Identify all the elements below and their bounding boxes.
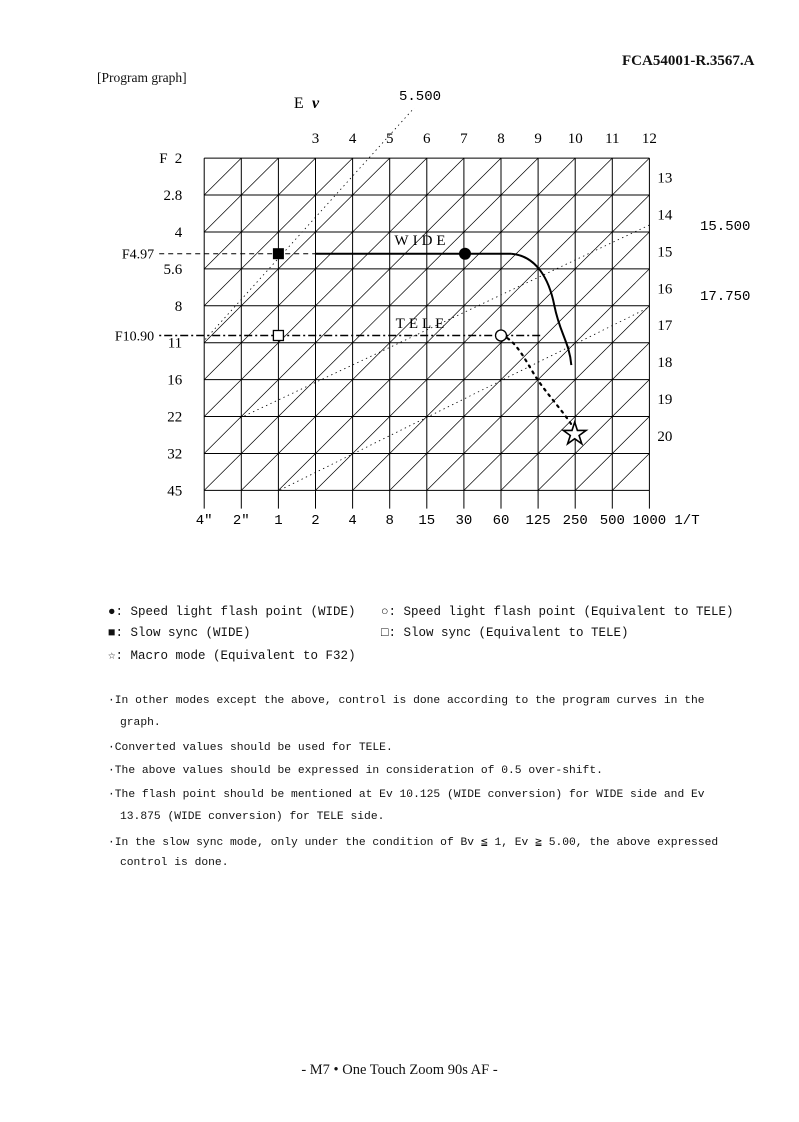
svg-text:TELE: TELE [396, 316, 449, 332]
svg-text:4: 4 [348, 513, 356, 529]
svg-text:7: 7 [460, 131, 468, 147]
svg-text:22: 22 [167, 410, 182, 426]
svg-text:11: 11 [168, 336, 182, 352]
svg-text:15: 15 [657, 244, 672, 260]
svg-text:2.8: 2.8 [163, 188, 182, 204]
svg-text:45: 45 [167, 483, 182, 499]
svg-text:5: 5 [386, 131, 394, 147]
svg-text:10: 10 [568, 131, 583, 147]
svg-text:15: 15 [418, 513, 435, 529]
svg-text:F4.97: F4.97 [122, 248, 154, 263]
svg-text:17: 17 [657, 318, 673, 334]
svg-text:15.500: 15.500 [700, 219, 750, 235]
svg-text:8: 8 [497, 131, 505, 147]
svg-text:5.6: 5.6 [163, 262, 182, 278]
svg-text:6: 6 [423, 131, 431, 147]
svg-text:1: 1 [274, 513, 282, 529]
svg-text:500: 500 [600, 513, 625, 529]
svg-text:60: 60 [493, 513, 510, 529]
svg-text:16: 16 [657, 281, 673, 297]
svg-text:18: 18 [657, 355, 672, 371]
svg-text:2": 2" [233, 513, 250, 529]
svg-text:3: 3 [312, 131, 320, 147]
svg-text:F10.90: F10.90 [115, 330, 154, 345]
svg-text:F: F [159, 151, 167, 167]
svg-text:20: 20 [657, 429, 672, 445]
svg-text:13: 13 [657, 171, 672, 187]
svg-text:9: 9 [534, 131, 542, 147]
svg-text:8: 8 [385, 513, 393, 529]
svg-text:2: 2 [175, 151, 183, 167]
svg-text:250: 250 [563, 513, 588, 529]
svg-text:8: 8 [175, 299, 183, 315]
svg-text:32: 32 [167, 447, 182, 463]
svg-text:1/T: 1/T [674, 513, 699, 529]
svg-text:5.500: 5.500 [399, 89, 441, 105]
svg-text:2: 2 [311, 513, 319, 529]
svg-text:12: 12 [642, 131, 657, 147]
svg-text:v: v [312, 95, 320, 112]
svg-text:1000: 1000 [633, 513, 667, 529]
svg-text:11: 11 [605, 131, 619, 147]
svg-text:WIDE: WIDE [394, 233, 449, 249]
svg-text:17.750: 17.750 [700, 289, 750, 305]
svg-text:4": 4" [196, 513, 213, 529]
svg-text:30: 30 [455, 513, 472, 529]
svg-text:125: 125 [525, 513, 550, 529]
svg-text:4: 4 [349, 131, 357, 147]
svg-text:E: E [294, 95, 304, 112]
svg-text:19: 19 [657, 392, 672, 408]
svg-text:14: 14 [657, 208, 673, 224]
svg-text:16: 16 [167, 373, 183, 389]
svg-text:4: 4 [175, 225, 183, 241]
